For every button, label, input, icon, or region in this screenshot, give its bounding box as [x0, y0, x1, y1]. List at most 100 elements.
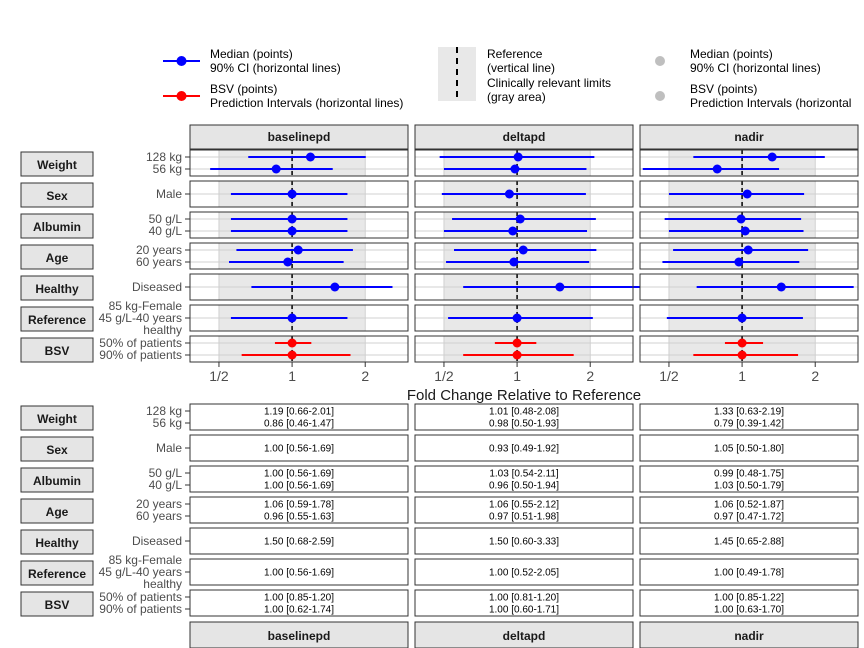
table-value: 1.00 [0.56-1.69] [264, 444, 334, 455]
panel-border [414, 180, 634, 208]
table-value: 0.98 [0.50-1.93] [489, 419, 559, 430]
median-point [509, 257, 519, 267]
facet-label: Healthy [35, 282, 79, 296]
median-point [742, 189, 752, 199]
table-cell-border [639, 496, 859, 524]
panel-border [639, 273, 859, 301]
legend-median-title: Median (points) [210, 47, 293, 61]
table-level-label: 60 years [136, 509, 182, 523]
median-point [508, 226, 518, 236]
median-point [518, 245, 528, 255]
table-level-label-line: 45 g/L-40 years [99, 565, 182, 579]
median-point [513, 152, 523, 162]
median-point [287, 226, 297, 236]
table-facet-label: Weight [37, 412, 77, 426]
table-value: 0.97 [0.51-1.98] [489, 512, 559, 523]
legend-reference-title: Reference [487, 47, 543, 61]
median-point [737, 338, 747, 348]
table-value: 1.00 [0.56-1.69] [264, 469, 334, 480]
table-level-label: Male [156, 441, 182, 455]
median-point [743, 245, 753, 255]
median-point [776, 282, 786, 292]
median-point [271, 164, 281, 174]
table-cell-border [414, 434, 634, 462]
table-cell-border [414, 496, 634, 524]
panel-strip-label: baselinepd [268, 130, 331, 144]
table-facet-label-box [20, 405, 94, 431]
median-point [736, 214, 746, 224]
facet-label: BSV [45, 344, 70, 358]
panel-border [414, 211, 634, 239]
table-facet-label: Healthy [35, 536, 79, 550]
level-label-line: 85 kg-Female [109, 299, 183, 313]
median-point [512, 313, 522, 323]
table-level-label: 20 years [136, 497, 182, 511]
table-value: 1.00 [0.85-1.20] [264, 593, 334, 604]
x-tick-label: 2 [811, 368, 819, 384]
median-point [283, 257, 293, 267]
table-cell-border [639, 434, 859, 462]
median-point [287, 214, 297, 224]
level-label: 90% of patients [99, 348, 182, 362]
panel-strip-bottom [639, 621, 859, 648]
median-point [512, 338, 522, 348]
median-point [287, 350, 297, 360]
panel-strip-top [414, 124, 634, 150]
x-tick-label: 1 [513, 368, 521, 384]
legend-right-keys: Median (points) 90% CI (horizontal lines… [655, 47, 851, 110]
table-value: 1.06 [0.55-2.12] [489, 500, 559, 511]
table-cell-border [189, 558, 409, 586]
panel-strip-bottom [189, 621, 409, 648]
table-level-label: 90% of patients [99, 602, 182, 616]
panel-strip-label: nadir [734, 130, 764, 144]
table-cell-border [414, 527, 634, 555]
table-value: 1.00 [0.81-1.20] [489, 593, 559, 604]
legend-bsv-subtitle: Prediction Intervals (horizontal lines) [210, 96, 403, 110]
level-label: Male [156, 187, 182, 201]
table-value: 0.86 [0.46-1.47] [264, 419, 334, 430]
legend-bsv-key: BSV (points) Prediction Intervals (horiz… [163, 82, 403, 110]
legend-right-bsv-title: BSV (points) [690, 82, 757, 96]
table-cell-border [189, 465, 409, 493]
table-level-label: 128 kg [146, 404, 182, 418]
x-tick-label: 2 [361, 368, 369, 384]
median-point [504, 189, 514, 199]
facet-label-box [20, 337, 94, 363]
table-value: 0.99 [0.48-1.75] [714, 469, 784, 480]
table-value: 1.03 [0.50-1.79] [714, 481, 784, 492]
median-point [287, 338, 297, 348]
x-tick-label: 1 [288, 368, 296, 384]
x-tick-label: 1 [738, 368, 746, 384]
panel-border [189, 180, 409, 208]
table-cell-border [639, 465, 859, 493]
x-tick-label: 1/2 [659, 368, 679, 384]
table-cell-border [414, 558, 634, 586]
panel-border [189, 149, 409, 177]
table-cell-border [414, 465, 634, 493]
facet-label: Age [46, 251, 69, 265]
table-value: 1.50 [0.60-3.33] [489, 537, 559, 548]
table-value: 1.00 [0.62-1.74] [264, 605, 334, 616]
table-value: 1.00 [0.85-1.22] [714, 593, 784, 604]
panel-strip-label: deltapd [503, 130, 546, 144]
table-facet-label-box [20, 467, 94, 493]
table-cell-border [414, 589, 634, 617]
table-value: 0.96 [0.55-1.63] [264, 512, 334, 523]
x-tick-label: 1/2 [209, 368, 229, 384]
legend-right-median-point [655, 56, 665, 66]
panel-border [189, 304, 409, 332]
table-cell-border [639, 589, 859, 617]
legend-median-key: Median (points) 90% CI (horizontal lines… [163, 47, 341, 75]
table-value: 1.00 [0.49-1.78] [714, 568, 784, 579]
table-level-label: 40 g/L [149, 478, 183, 492]
legend-right-bsv-subtitle: Prediction Intervals (horizontal [690, 96, 851, 110]
table-cell-border [189, 589, 409, 617]
legend-right-bsv-point [655, 91, 665, 101]
median-point [555, 282, 565, 292]
panel-border [639, 149, 859, 177]
median-point [293, 245, 303, 255]
facet-label: Weight [37, 158, 77, 172]
legend: Median (points) 90% CI (horizontal lines… [163, 47, 851, 110]
facet-label-box [20, 306, 94, 332]
